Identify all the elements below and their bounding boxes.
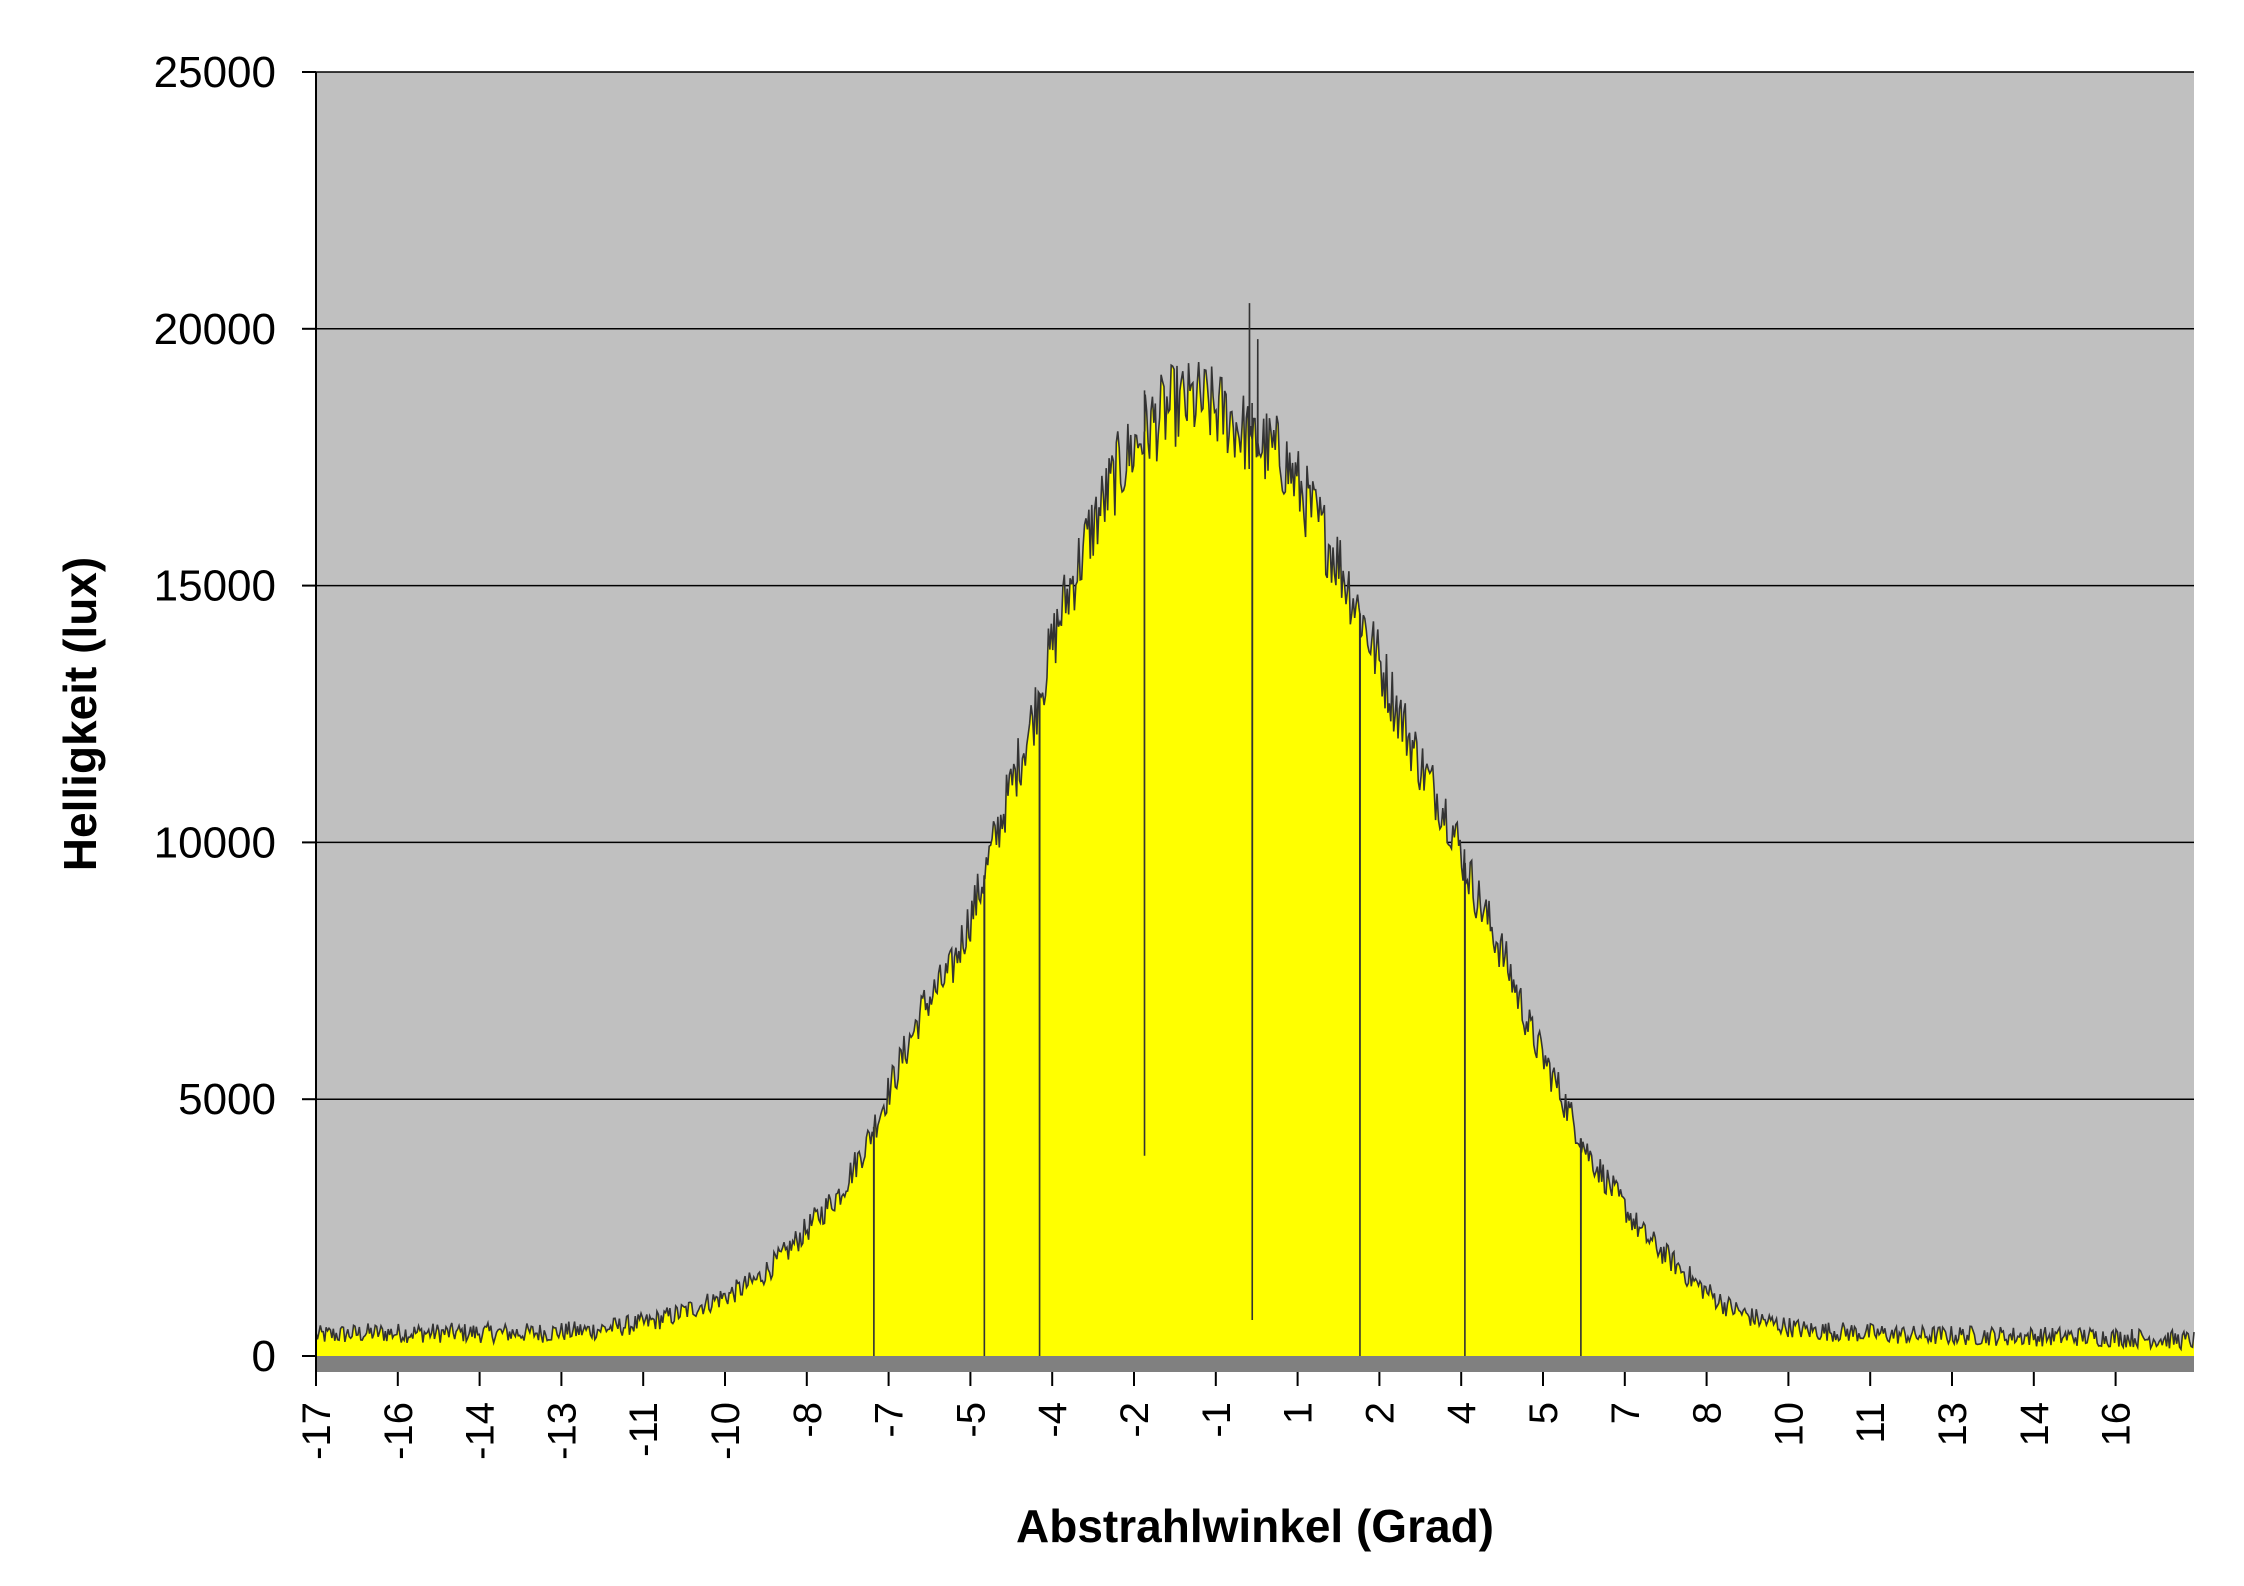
x-axis-title: Abstrahlwinkel (Grad) bbox=[1016, 1500, 1494, 1552]
x-tick-label: -13 bbox=[540, 1402, 584, 1460]
x-tick-label: -5 bbox=[949, 1402, 993, 1438]
x-tick-label: 5 bbox=[1522, 1402, 1566, 1424]
y-tick-label: 25000 bbox=[154, 48, 276, 97]
x-tick-label: 1 bbox=[1277, 1402, 1321, 1424]
y-axis: 0 5000 10000 15000 20000 25000 bbox=[154, 48, 317, 1381]
x-tick-label: -7 bbox=[868, 1402, 912, 1438]
x-tick-label: -1 bbox=[1195, 1402, 1239, 1438]
y-axis-title: Helligkeit (lux) bbox=[54, 557, 106, 871]
x-tick-label: 13 bbox=[1931, 1402, 1975, 1447]
y-tick-label: 0 bbox=[252, 1332, 276, 1381]
y-tick-label: 15000 bbox=[154, 562, 276, 611]
series-line bbox=[315, 303, 2195, 1357]
x-tick-label: -2 bbox=[1113, 1402, 1157, 1438]
x-tick-label: -8 bbox=[786, 1402, 830, 1438]
x-tick-label: -11 bbox=[622, 1402, 666, 1457]
y-tick-label: 5000 bbox=[178, 1075, 276, 1124]
x-tick-label: -16 bbox=[377, 1402, 421, 1460]
x-tick-label: 16 bbox=[2095, 1402, 2139, 1447]
x-tick-label: -14 bbox=[459, 1402, 503, 1460]
series-area-fill bbox=[316, 303, 2194, 1356]
y-tick-label: 10000 bbox=[154, 818, 276, 867]
x-tick-label: 8 bbox=[1686, 1402, 1730, 1424]
y-tick-label: 20000 bbox=[154, 305, 276, 354]
plot-floor bbox=[316, 1356, 2194, 1372]
x-tick-label: 11 bbox=[1849, 1402, 1893, 1444]
x-tick-label: 4 bbox=[1440, 1402, 1484, 1424]
x-tick-label: 10 bbox=[1767, 1402, 1811, 1447]
x-axis: -17 -16 -14 -13 -11 -10 -8 -7 -5 -4 -2 -1 1 2 4 5 7 8 10 11… bbox=[295, 1372, 2139, 1460]
x-tick-label: -10 bbox=[704, 1402, 748, 1460]
x-tick-label: 2 bbox=[1358, 1402, 1402, 1424]
x-tick-label: -17 bbox=[295, 1402, 339, 1460]
x-tick-label: 14 bbox=[2013, 1402, 2057, 1447]
x-tick-label: 7 bbox=[1604, 1402, 1648, 1424]
x-tick-label: -4 bbox=[1031, 1402, 1075, 1438]
